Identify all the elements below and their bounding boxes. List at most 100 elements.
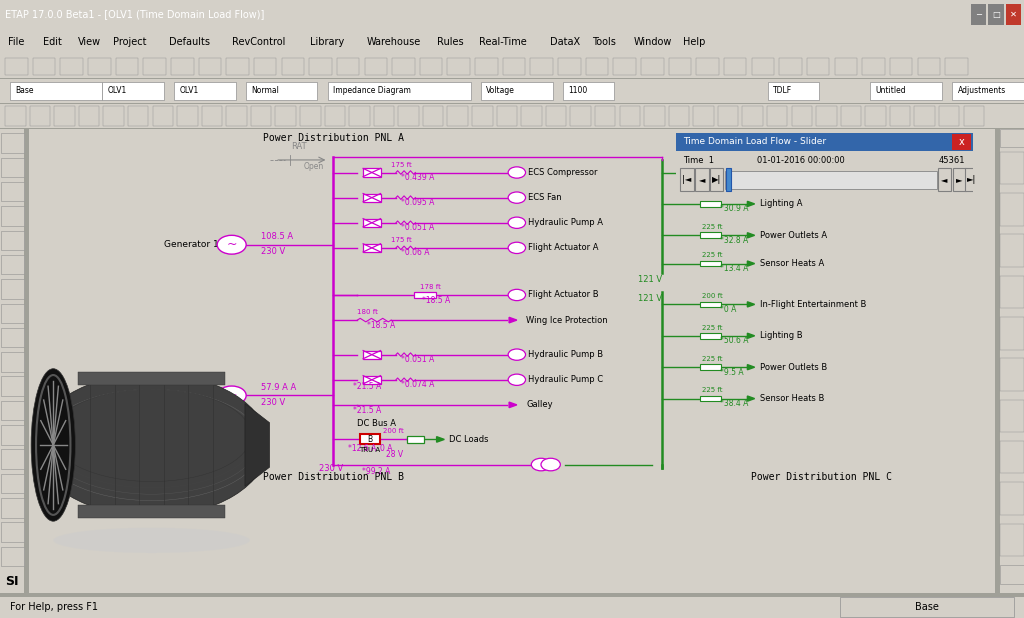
Circle shape (541, 459, 560, 471)
Circle shape (508, 192, 525, 203)
Text: Adjustments: Adjustments (957, 86, 1006, 95)
Bar (143, 57, 166, 75)
Bar (641, 57, 664, 75)
Bar (964, 106, 984, 125)
Text: *21.5 A: *21.5 A (352, 406, 381, 415)
Bar (999, 276, 1024, 308)
Bar (1, 425, 24, 445)
Polygon shape (748, 261, 755, 266)
Bar (680, 168, 693, 192)
Bar (586, 57, 608, 75)
Text: 200 ft: 200 ft (702, 293, 723, 299)
Bar (420, 57, 442, 75)
Bar (999, 482, 1024, 515)
Text: RAT: RAT (292, 142, 307, 151)
Polygon shape (748, 201, 755, 206)
Bar (999, 129, 1024, 147)
Polygon shape (509, 402, 517, 408)
Bar (33, 57, 55, 75)
Polygon shape (509, 317, 517, 323)
Bar (699, 396, 721, 402)
Bar (699, 261, 721, 266)
Text: DC Bus A: DC Bus A (357, 418, 396, 428)
Bar (999, 441, 1024, 473)
Ellipse shape (31, 369, 76, 521)
Circle shape (508, 167, 525, 178)
Bar (999, 565, 1024, 584)
Text: 45361: 45361 (939, 156, 966, 164)
Text: Edit: Edit (43, 37, 61, 47)
Bar (30, 106, 50, 125)
Bar (752, 57, 774, 75)
Circle shape (508, 374, 525, 386)
Text: Real-Time: Real-Time (479, 37, 527, 47)
Bar (226, 106, 247, 125)
Polygon shape (748, 396, 755, 401)
Polygon shape (748, 333, 755, 339)
Circle shape (508, 217, 525, 229)
Text: Time Domain Load Flow - Slider: Time Domain Load Flow - Slider (683, 137, 826, 146)
Bar (254, 57, 276, 75)
Text: Defaults: Defaults (169, 37, 210, 47)
Bar (807, 57, 829, 75)
Bar (914, 106, 935, 125)
Bar (364, 219, 381, 227)
Text: 121 V: 121 V (638, 294, 662, 303)
Text: Base: Base (15, 86, 34, 95)
Text: *18.5 A: *18.5 A (422, 296, 451, 305)
Text: *13.4 A: *13.4 A (720, 264, 749, 273)
Text: Tools: Tools (592, 37, 615, 47)
Text: 225 ft: 225 ft (702, 224, 723, 230)
Polygon shape (436, 437, 444, 442)
Bar (676, 133, 973, 151)
Text: DataX: DataX (550, 37, 580, 47)
Bar (952, 82, 1024, 100)
Bar (999, 234, 1024, 267)
Bar (364, 376, 381, 384)
Text: 230 V: 230 V (318, 464, 343, 473)
Bar (862, 57, 885, 75)
Bar (999, 152, 1024, 184)
Bar (1, 255, 24, 274)
Text: *0.095 A: *0.095 A (400, 198, 434, 207)
Bar (503, 57, 525, 75)
Bar (1, 474, 24, 493)
Bar (699, 232, 721, 238)
Polygon shape (748, 170, 755, 175)
Bar (945, 57, 968, 75)
Bar (1, 401, 24, 420)
Bar (60, 57, 83, 75)
Text: 225 ft: 225 ft (702, 252, 723, 258)
Bar (530, 57, 553, 75)
Bar (423, 106, 443, 125)
Text: File: File (8, 37, 25, 47)
Bar (275, 106, 296, 125)
Bar (392, 57, 415, 75)
Bar (202, 106, 222, 125)
Bar (1, 182, 24, 201)
Bar (999, 400, 1024, 432)
Bar (0, 593, 1024, 597)
Bar (988, 4, 1004, 25)
Bar (447, 106, 468, 125)
Polygon shape (748, 233, 755, 238)
Bar (1, 133, 24, 153)
Bar (669, 106, 689, 125)
Text: Library: Library (310, 37, 344, 47)
Text: *32.8 A: *32.8 A (720, 236, 749, 245)
Bar (613, 57, 636, 75)
Text: RevControl: RevControl (232, 37, 286, 47)
Polygon shape (748, 302, 755, 307)
Text: Power Distribution PNL B: Power Distribution PNL B (263, 472, 403, 482)
Text: In-Flight Entertainment B: In-Flight Entertainment B (761, 300, 866, 309)
Bar (0, 128, 1024, 129)
Text: 225 ft: 225 ft (702, 193, 723, 198)
Bar (364, 243, 381, 252)
Circle shape (217, 235, 246, 254)
Ellipse shape (53, 528, 250, 553)
Bar (5, 106, 26, 125)
Bar (1, 522, 24, 542)
Text: View: View (78, 37, 101, 47)
Text: DC Loads: DC Loads (450, 435, 488, 444)
Text: *9.5 A: *9.5 A (720, 368, 743, 377)
